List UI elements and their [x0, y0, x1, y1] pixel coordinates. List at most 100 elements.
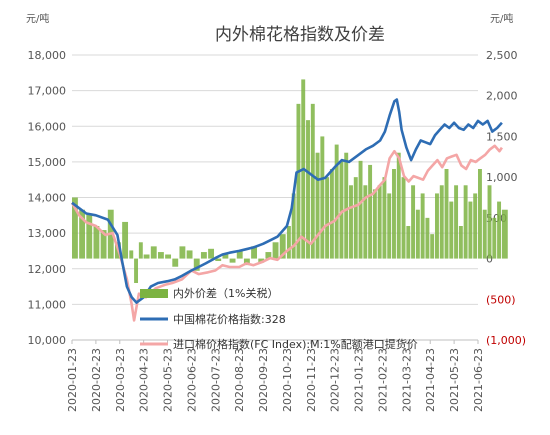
spread-bar — [454, 185, 459, 259]
left-tick-label: 16,000 — [28, 120, 67, 133]
left-axis-ticks: 10,000 11,000 12,000 13,000 14,000 15,000 16,0… — [28, 49, 67, 347]
spread-bar — [193, 258, 200, 271]
right-tick-label: (1,000) — [486, 334, 526, 347]
left-tick-label: 11,000 — [28, 298, 67, 311]
x-tick-label: 2020-12-23 — [329, 348, 342, 412]
x-tick-label: 2020-05-23 — [162, 348, 175, 412]
spread-bar — [157, 252, 164, 259]
spread-bar — [439, 185, 444, 259]
spread-bar — [138, 242, 143, 259]
spread-bar — [368, 164, 373, 259]
spread-bar — [315, 152, 320, 259]
x-tick-label: 2021-03-23 — [400, 348, 413, 412]
spread-bar — [286, 226, 291, 259]
right-tick-label: 2,000 — [486, 90, 518, 103]
spread-bar — [372, 189, 377, 259]
spread-bar — [430, 234, 435, 259]
spread-bar — [279, 234, 286, 259]
spread-bar — [382, 177, 387, 259]
spread-bar — [251, 246, 257, 259]
spread-bar — [458, 226, 463, 259]
gridlines — [72, 54, 478, 341]
spread-bar — [334, 144, 339, 259]
x-tick-label: 2020-02-23 — [90, 348, 103, 412]
spread-bar — [72, 197, 78, 259]
left-tick-label: 14,000 — [28, 192, 67, 205]
x-tick-label: 2021-05-23 — [448, 348, 461, 412]
spread-bar — [296, 103, 301, 259]
spread-bar — [143, 254, 150, 259]
spread-bar — [325, 177, 330, 259]
spread-bar — [501, 209, 508, 259]
spread-bar — [492, 217, 497, 259]
x-tick-label: 2020-07-23 — [209, 348, 222, 412]
right-tick-label: 1,000 — [486, 171, 518, 184]
right-tick-label: (500) — [486, 293, 516, 306]
x-tick-label: 2021-04-23 — [424, 348, 437, 412]
left-tick-label: 13,000 — [28, 227, 67, 240]
legend-swatch-spread — [140, 289, 168, 298]
spread-bar — [344, 152, 349, 259]
left-tick-label: 12,000 — [28, 263, 67, 276]
legend-label: 进口棉价格指数(FC Index):M:1%配额港口提货价 — [173, 337, 418, 351]
spread-bar — [86, 213, 93, 259]
x-tick-label: 2020-11-23 — [305, 348, 318, 412]
spread-bar — [93, 226, 100, 259]
chart-title: 内外棉花格指数及价差 — [215, 25, 385, 45]
spread-bar — [186, 250, 193, 259]
spread-area-series — [72, 79, 508, 283]
x-tick-label: 2020-10-23 — [281, 348, 294, 412]
right-axis-unit: 元/吨 — [490, 12, 513, 25]
x-tick-label: 2020-03-23 — [114, 348, 127, 412]
x-tick-label: 2021-06-23 — [472, 348, 485, 412]
legend: 内外价差（1%关税） 中国棉花价格指数:328 进口棉价格指数(FC Index):… — [140, 286, 418, 351]
spread-bar — [415, 209, 420, 259]
spread-bar — [258, 258, 265, 263]
spread-bar — [425, 217, 430, 259]
spread-bar — [79, 209, 86, 259]
spread-bar — [497, 201, 502, 259]
spread-bar — [353, 177, 358, 259]
x-tick-label: 2020-06-23 — [185, 348, 198, 412]
left-tick-label: 18,000 — [28, 49, 67, 62]
spread-bar — [265, 252, 272, 259]
x-tick-label: 2020-08-23 — [233, 348, 246, 412]
spread-bar — [172, 258, 179, 267]
spread-bar — [208, 248, 215, 259]
spread-bar — [222, 254, 229, 259]
spread-bar — [420, 193, 425, 259]
spread-bar — [358, 160, 363, 259]
right-tick-label: 1,500 — [486, 130, 518, 143]
spread-bar — [478, 169, 482, 259]
spread-bar — [396, 152, 401, 259]
spread-bar — [100, 230, 107, 259]
x-tick-label: 2021-02-23 — [376, 348, 389, 412]
spread-bar — [179, 246, 186, 259]
spread-bar — [444, 169, 449, 259]
spread-bar — [310, 103, 315, 259]
spread-bar — [200, 252, 207, 259]
spread-bar — [377, 185, 382, 259]
spread-bar — [449, 201, 454, 259]
spread-bar — [406, 226, 411, 259]
spread-bar — [229, 258, 236, 263]
spread-bar — [272, 242, 279, 259]
x-tick-label: 2020-04-23 — [138, 348, 151, 412]
spread-bar — [401, 177, 406, 259]
x-tick-label: 2020-09-23 — [257, 348, 270, 412]
spread-bar — [329, 169, 334, 259]
legend-label: 内外价差（1%关税） — [173, 286, 278, 300]
spread-bar — [339, 160, 344, 259]
x-tick-label: 2020-01-23 — [66, 348, 79, 412]
left-tick-label: 17,000 — [28, 85, 67, 98]
spread-bar — [363, 185, 368, 259]
spread-bar — [473, 193, 478, 259]
legend-label: 中国棉花价格指数:328 — [173, 312, 286, 326]
spread-bar — [122, 221, 129, 259]
spread-bar — [215, 258, 222, 262]
spread-bar — [487, 185, 492, 259]
spread-bar — [387, 193, 392, 259]
